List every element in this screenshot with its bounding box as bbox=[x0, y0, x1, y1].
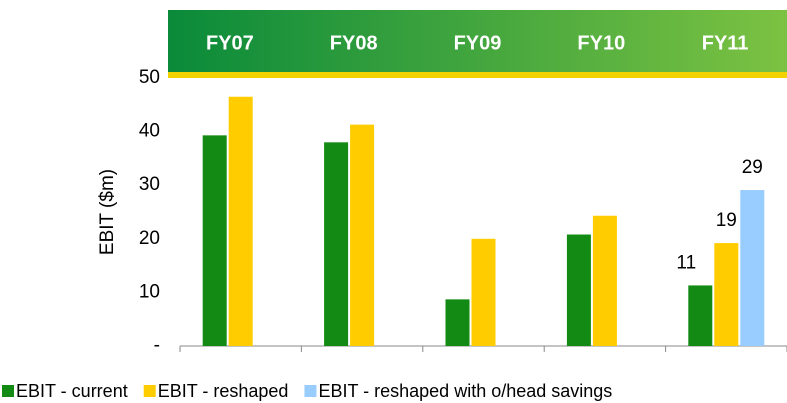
category-label: FY09 bbox=[454, 32, 502, 54]
y-tick-label: 30 bbox=[139, 174, 160, 195]
legend-label: EBIT - reshaped bbox=[158, 381, 289, 401]
bar bbox=[592, 215, 617, 346]
bar bbox=[228, 96, 253, 346]
category-label: FY11 bbox=[702, 32, 749, 54]
y-axis-label: EBIT ($m) bbox=[97, 169, 118, 255]
category-label: FY10 bbox=[577, 32, 625, 54]
y-tick-label: 20 bbox=[139, 228, 160, 249]
bar bbox=[471, 238, 496, 346]
data-label: 11 bbox=[676, 252, 696, 273]
category-label: FY08 bbox=[330, 32, 378, 54]
bar bbox=[324, 142, 349, 346]
legend-label: EBIT - current bbox=[16, 381, 128, 401]
y-tick-label: 40 bbox=[139, 121, 160, 142]
category-label: FY07 bbox=[206, 32, 254, 54]
bar bbox=[445, 299, 470, 346]
y-tick-label: - bbox=[154, 335, 160, 356]
legend-swatch bbox=[143, 385, 156, 397]
bar bbox=[350, 124, 375, 346]
y-tick-label: 50 bbox=[139, 67, 160, 88]
bar bbox=[688, 285, 713, 346]
legend-swatch bbox=[2, 385, 14, 397]
data-label: 29 bbox=[742, 157, 763, 178]
legend-swatch bbox=[304, 385, 317, 397]
header-stripe bbox=[168, 72, 787, 78]
bar bbox=[566, 234, 591, 346]
y-tick-label: 10 bbox=[139, 281, 160, 302]
legend-label: EBIT - reshaped with o/head savings bbox=[318, 381, 612, 401]
bar bbox=[714, 243, 739, 346]
data-label: 19 bbox=[716, 210, 737, 231]
bar bbox=[740, 190, 765, 346]
bar bbox=[202, 135, 227, 346]
header-band bbox=[168, 10, 787, 72]
